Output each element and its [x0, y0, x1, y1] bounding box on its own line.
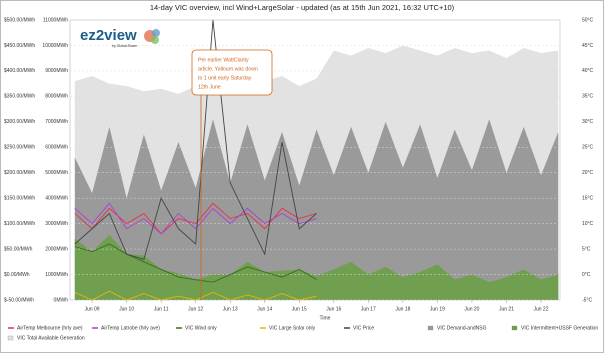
y3-tick-label: 10°C — [582, 221, 594, 227]
area-series — [74, 119, 559, 300]
y2-tick-label: 0MWh — [54, 297, 69, 303]
y3-tick-label: 45°C — [582, 43, 594, 49]
y2-tick-label: 5000MWh — [45, 170, 68, 176]
legend-label: VIC Demand-andNSG — [437, 325, 487, 331]
y3-tick-label: 35°C — [582, 94, 594, 100]
y2-tick-label: 11000MWh — [43, 17, 68, 23]
y3-tick-label: 30°C — [582, 119, 594, 125]
legend-swatch — [7, 335, 14, 341]
y3-tick-label: 50°C — [582, 17, 594, 23]
y3-tick-label: 0°C — [582, 272, 591, 278]
y2-tick-label: 3000MWh — [45, 221, 68, 227]
line-series — [74, 202, 317, 235]
y-tick-label: $300.00/MWh — [4, 119, 35, 125]
y3-tick-label: 15°C — [582, 196, 594, 202]
legend-label: VIC Price — [353, 325, 374, 331]
x-tick-label: Jun 15 — [292, 306, 307, 312]
x-tick-label: Jun 16 — [326, 306, 341, 312]
y-tick-label: $150.00/MWh — [4, 196, 35, 202]
annotation-line: 12th June — [198, 84, 221, 90]
y2-tick-label: 7000MWh — [45, 119, 68, 125]
x-tick-label: Jun 13 — [223, 306, 238, 312]
y2-tick-label: 2000MWh — [45, 246, 68, 252]
y-tick-label: $100.00/MWh — [4, 221, 35, 227]
overlay: ez2view by Global-Roam Per earlier WattC… — [80, 27, 273, 300]
annotation-box — [191, 49, 273, 96]
plot-area — [69, 19, 561, 301]
y2-tick-label: 10000MWh — [42, 43, 68, 49]
y-tick-label: $250.00/MWh — [4, 145, 35, 151]
y3-tick-label: 20°C — [582, 170, 594, 176]
x-tick-label: Jun 18 — [395, 306, 410, 312]
legend-swatch — [511, 325, 518, 331]
y3-tick-label: 5°C — [582, 246, 591, 252]
line-series — [74, 202, 317, 235]
logo-icon — [151, 36, 159, 44]
y3-tick-label: 25°C — [582, 145, 594, 151]
y2-tick-label: 8000MWh — [45, 94, 68, 100]
y-tick-label: $50.00/MWh — [4, 246, 33, 252]
y-tick-label: $-50.00/MWh — [4, 297, 34, 303]
x-tick-label: Jun 19 — [430, 306, 445, 312]
logo-sub: by Global-Roam — [112, 44, 137, 48]
legend-label: VIC Large Solar only — [269, 325, 316, 331]
x-tick-label: Jun 17 — [361, 306, 376, 312]
legend-label: AirTemp Latrobe (hrly ave) — [101, 325, 160, 331]
y3-tick-label: 40°C — [582, 68, 594, 74]
annotation-line: to 1 unit early Saturday — [198, 75, 252, 81]
line-series — [74, 243, 317, 283]
legend-label: AirTemp Melbourne (hrly ave) — [17, 325, 83, 331]
x-axis-label: Time — [320, 315, 331, 321]
y-tick-label: $200.00/MWh — [4, 170, 35, 176]
area-series — [74, 235, 559, 300]
y2-tick-label: 4000MWh — [45, 196, 68, 202]
legend-label: VIC Total Available Generation — [17, 335, 85, 341]
annotation-line: article, Yallourn was down — [198, 66, 258, 72]
x-tick-label: Jun 12 — [188, 306, 203, 312]
x-tick-label: Jun 14 — [257, 306, 272, 312]
x-tick-label: Jun 10 — [119, 306, 134, 312]
y-tick-label: $0.00/MWh — [4, 272, 30, 278]
y-tick-label: $350.00/MWh — [4, 94, 35, 100]
y-tick-label: $400.00/MWh — [4, 68, 35, 74]
x-tick-label: Jun 21 — [499, 306, 514, 312]
y3-tick-label: -5°C — [582, 297, 592, 303]
x-tick-label: Jun 22 — [533, 306, 548, 312]
legend-label: VIC Wind only — [185, 325, 217, 331]
y2-tick-label: 6000MWh — [45, 145, 68, 151]
chart-title: 14-day VIC overview, incl Wind+LargeSola… — [150, 3, 455, 12]
y2-tick-label: 1000MWh — [45, 272, 68, 278]
legend-label: VIC Intermittent+USSF Generation — [521, 325, 598, 331]
y2-tick-label: 9000MWh — [45, 68, 68, 74]
y-tick-label: $500.00/MWh — [4, 17, 35, 23]
x-tick-label: Jun 09 — [85, 306, 100, 312]
logo-icon — [152, 29, 160, 37]
annotation-line: Per earlier WattClarity — [198, 57, 249, 63]
x-tick-label: Jun 20 — [464, 306, 479, 312]
y-tick-label: $450.00/MWh — [4, 43, 35, 49]
legend-swatch — [427, 325, 434, 331]
x-tick-label: Jun 11 — [154, 306, 169, 312]
line-series — [74, 19, 317, 260]
logo: ez2view — [80, 27, 137, 44]
